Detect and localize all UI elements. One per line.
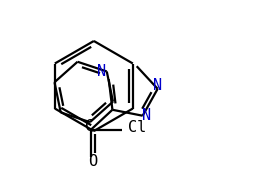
Text: N: N	[142, 108, 152, 123]
Text: Cl: Cl	[128, 120, 146, 135]
Text: N: N	[97, 64, 106, 79]
Text: O: O	[88, 154, 97, 169]
Text: N: N	[153, 79, 162, 93]
Text: C: C	[85, 119, 94, 134]
